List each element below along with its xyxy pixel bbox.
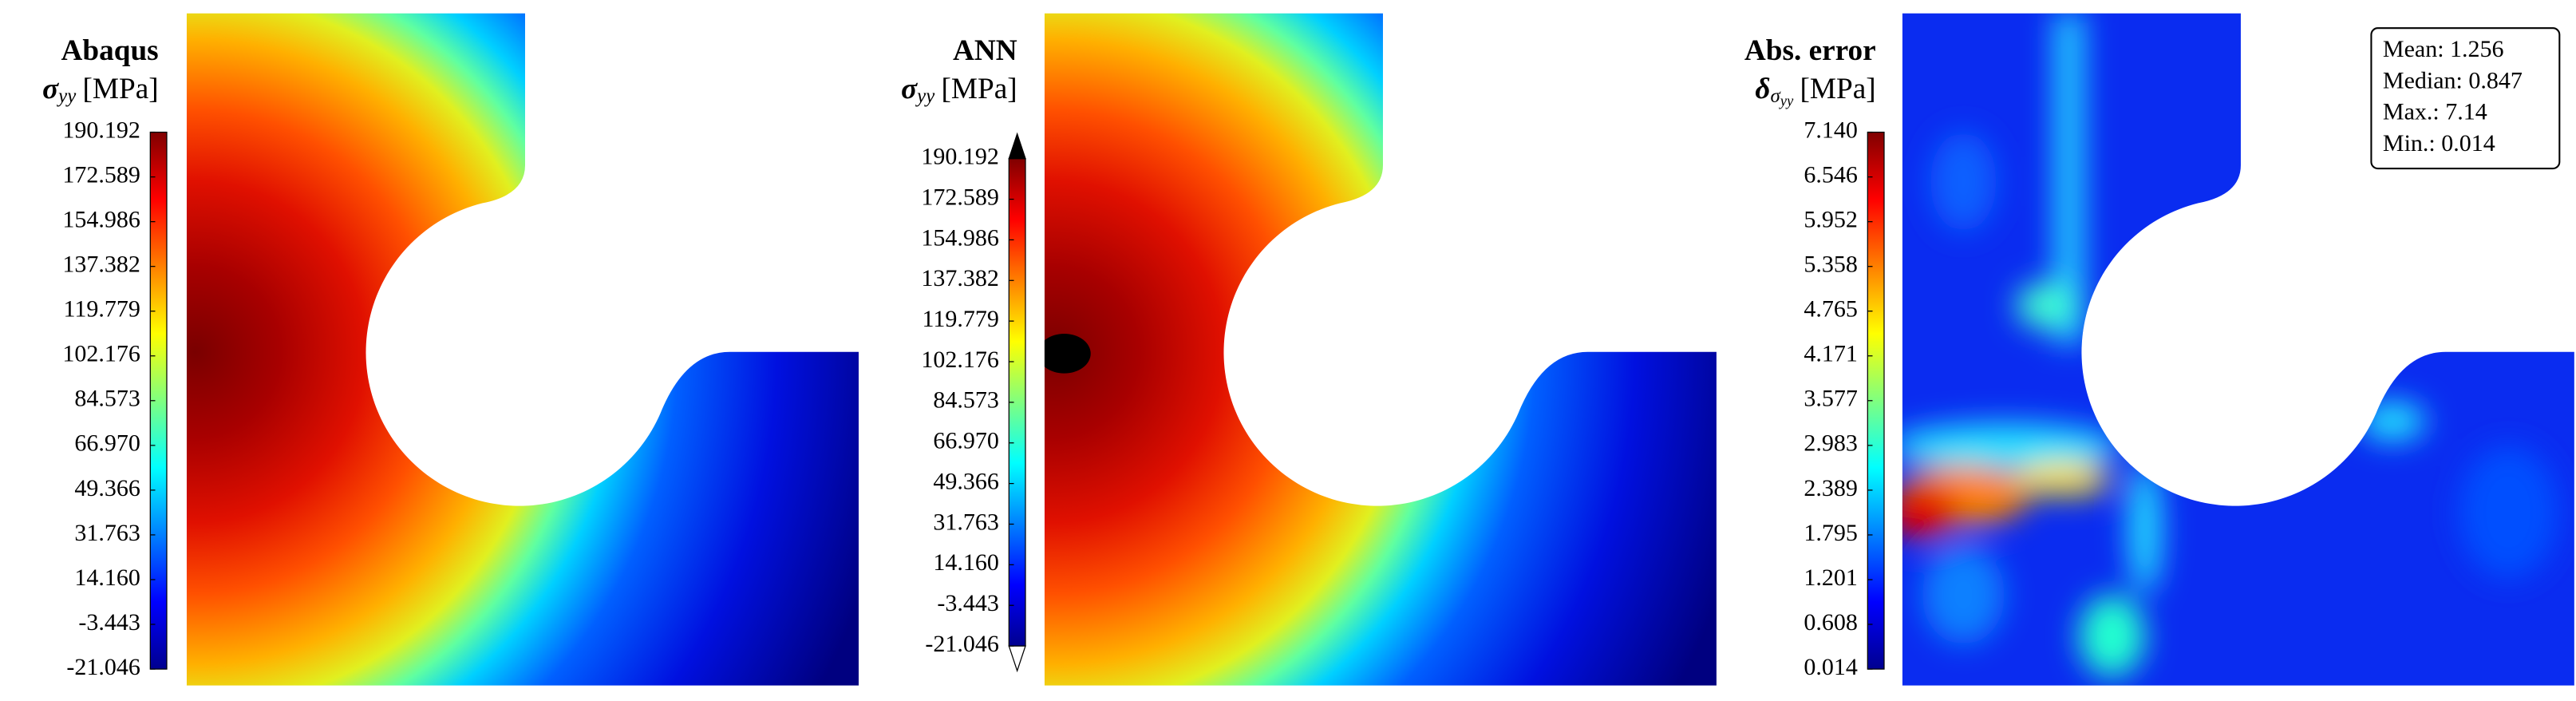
stat-line: Mean: 1.256 (2383, 36, 2504, 62)
panel-quantity: σyy [MPa] (42, 72, 159, 106)
colorbar-tick-label: 6.546 (1804, 161, 1858, 188)
colorbar-tick-label: 84.573 (933, 387, 999, 414)
subscript: yy (915, 85, 935, 107)
colorbar-tick-label: 14.160 (933, 549, 999, 576)
colorbar-tick-label: 4.171 (1804, 341, 1858, 367)
stats-box (2370, 27, 2561, 170)
panel-quantity: δσyy [MPa] (1755, 72, 1875, 109)
colorbar-tick-label: 2.983 (1804, 430, 1858, 457)
colorbar-tick-label: 66.970 (74, 430, 140, 457)
colorbar-tick-label: 7.140 (1804, 117, 1858, 143)
colorbar-tick-label: 154.986 (921, 224, 999, 251)
colorbar-tick-label: 3.577 (1804, 386, 1858, 412)
symbol: δ (1755, 72, 1770, 105)
colorbar-tick-label: 66.970 (933, 428, 999, 454)
colorbar-tick-label: 49.366 (74, 475, 140, 501)
colorbar-min-arrow (1008, 645, 1026, 673)
colorbar-tick-label: 190.192 (62, 117, 140, 143)
colorbar-tick-label: 102.176 (62, 341, 140, 367)
colorbar-tick-label: 119.779 (922, 306, 998, 332)
panel-title: ANN (953, 34, 1017, 67)
colorbar-tick-label: 0.014 (1804, 654, 1858, 680)
colorbar-tick-label: 1.795 (1804, 520, 1858, 546)
stat-line: Median: 0.847 (2383, 67, 2523, 93)
colorbar-tick-label: 31.763 (933, 509, 999, 535)
subsubscript: yy (1779, 93, 1794, 110)
colorbar-tick-label: 137.382 (921, 265, 999, 291)
stat-line: Min.: 0.014 (2383, 130, 2495, 156)
symbol: σ (901, 72, 918, 105)
field-ann (1044, 13, 1717, 686)
colorbar-tick-label: 2.389 (1804, 475, 1858, 501)
panel-quantity: σyy [MPa] (901, 72, 1017, 106)
colorbar-tick-label: -3.443 (78, 609, 140, 636)
colorbar-tick-label: 190.192 (921, 144, 999, 170)
colorbar-tick-label: -3.443 (937, 590, 999, 616)
colorbar-tick-label: 172.589 (62, 161, 140, 188)
colorbar-tick-label: -21.046 (66, 654, 140, 680)
colorbar-tick-label: 154.986 (62, 207, 140, 233)
colorbar-tick-label: 14.160 (74, 564, 140, 591)
colorbar-tick-label: 84.573 (74, 386, 140, 412)
unit: [MPa] (942, 72, 1017, 105)
field-abaqus (186, 13, 859, 686)
colorbar-tick-label: 0.608 (1804, 609, 1858, 636)
colorbar-tick-label: 49.366 (933, 469, 999, 495)
subscript: σ (1770, 85, 1781, 107)
colorbar-tick-label: 4.765 (1804, 296, 1858, 323)
colorbar-tick-label: 5.358 (1804, 251, 1858, 278)
subscript: yy (56, 85, 77, 107)
colorbar-tick-label: 5.952 (1804, 207, 1858, 233)
panel-title: Abaqus (61, 34, 159, 67)
colorbar-tick-label: 102.176 (921, 347, 999, 373)
unit: [MPa] (1800, 72, 1876, 105)
colorbar-tick-label: 137.382 (62, 251, 140, 278)
colorbar-tick-label: 31.763 (74, 520, 140, 546)
stat-line: Max.: 7.14 (2383, 99, 2487, 125)
colorbar-tick-label: 119.779 (63, 296, 140, 323)
colorbar-tick-label: -21.046 (925, 631, 999, 657)
colorbar-tick-label: 172.589 (921, 184, 999, 210)
colorbar-tick-label: 1.201 (1804, 564, 1858, 591)
unit: [MPa] (83, 72, 159, 105)
symbol: σ (42, 72, 59, 105)
colorbar-max-arrow (1008, 132, 1026, 160)
panel-title: Abs. error (1744, 34, 1876, 67)
